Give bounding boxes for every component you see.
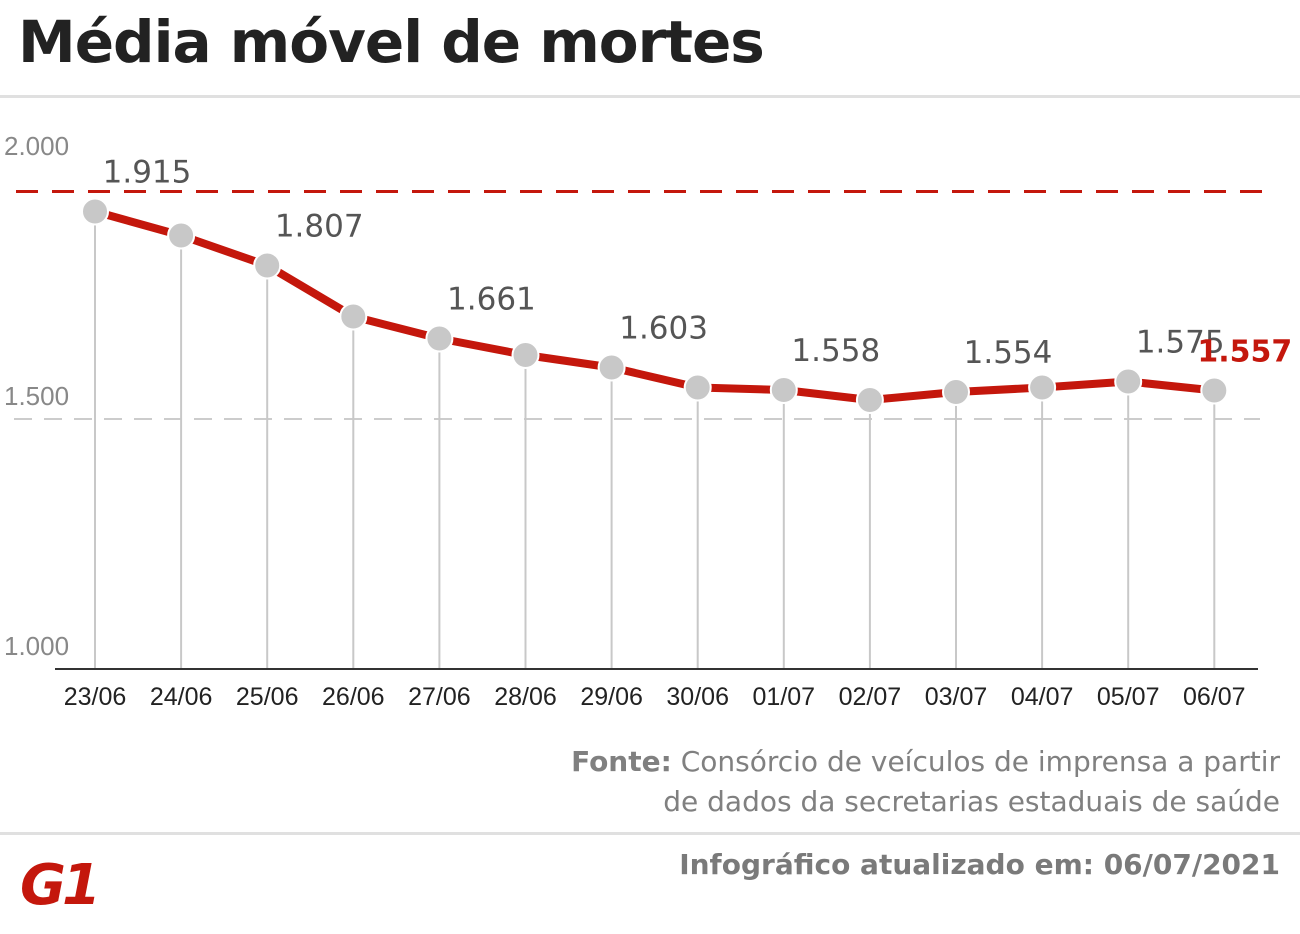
bottom-divider	[0, 832, 1300, 835]
g1-logo: G1	[20, 853, 98, 908]
y-tick-label: 2.000	[4, 131, 69, 161]
x-tick-label: 28/06	[494, 683, 557, 710]
data-point	[1114, 367, 1143, 396]
data-label-latest: 1.557	[1197, 335, 1292, 370]
x-tick-label: 24/06	[150, 683, 213, 710]
data-point	[1028, 373, 1057, 402]
x-tick-label: 29/06	[580, 683, 643, 710]
series-line	[91, 207, 1219, 404]
updated-note: Infográfico atualizado em: 06/07/2021	[679, 848, 1280, 881]
source-note: Fonte: Consórcio de veículos de imprensa…	[571, 742, 1280, 822]
line-chart: 1.915 1.807 1.661 1.603 1.558 1.554 1.5751.557…	[4, 131, 1292, 710]
y-tick-label: 1.000	[4, 631, 69, 661]
data-label: 1.661	[447, 282, 536, 318]
data-point	[339, 302, 368, 331]
x-tick-label: 25/06	[236, 683, 299, 710]
data-label: 1.575	[1136, 325, 1225, 361]
data-point	[769, 376, 798, 404]
x-tick-label: 06/07	[1183, 683, 1246, 710]
data-point	[597, 353, 626, 382]
data-point	[81, 197, 109, 226]
x-tick-label: 04/07	[1011, 683, 1074, 710]
data-point	[253, 251, 282, 280]
data-label: 1.915	[103, 155, 192, 191]
x-tick-label: 02/07	[839, 683, 902, 710]
source-line-2: de dados da secretarias estaduais de saú…	[663, 785, 1280, 818]
data-label: 1.554	[964, 335, 1053, 371]
data-point	[942, 378, 970, 406]
data-label: 1.807	[275, 209, 364, 245]
chart-title: Média móvel de mortes	[18, 8, 765, 76]
x-tick-label: 23/06	[64, 683, 127, 710]
data-point	[167, 221, 196, 250]
data-label: 1.603	[619, 311, 708, 347]
data-point	[425, 324, 454, 353]
x-tick-label: 27/06	[408, 683, 471, 710]
x-tick-label: 26/06	[322, 683, 385, 710]
data-label: 1.558	[791, 333, 880, 369]
data-point	[683, 373, 712, 402]
top-divider	[0, 95, 1300, 98]
g1-logo-text: G1	[20, 853, 97, 908]
source-label: Fonte:	[571, 745, 672, 778]
x-tick-label: 05/07	[1097, 683, 1160, 710]
data-point	[855, 386, 884, 414]
x-tick-label: 03/07	[925, 683, 988, 710]
data-point	[511, 341, 540, 369]
source-line-1: Consórcio de veículos de imprensa a part…	[680, 745, 1280, 778]
x-tick-label: 01/07	[753, 683, 816, 710]
y-tick-label: 1.500	[4, 381, 69, 411]
data-point	[1200, 376, 1229, 405]
x-tick-label: 30/06	[666, 683, 729, 710]
